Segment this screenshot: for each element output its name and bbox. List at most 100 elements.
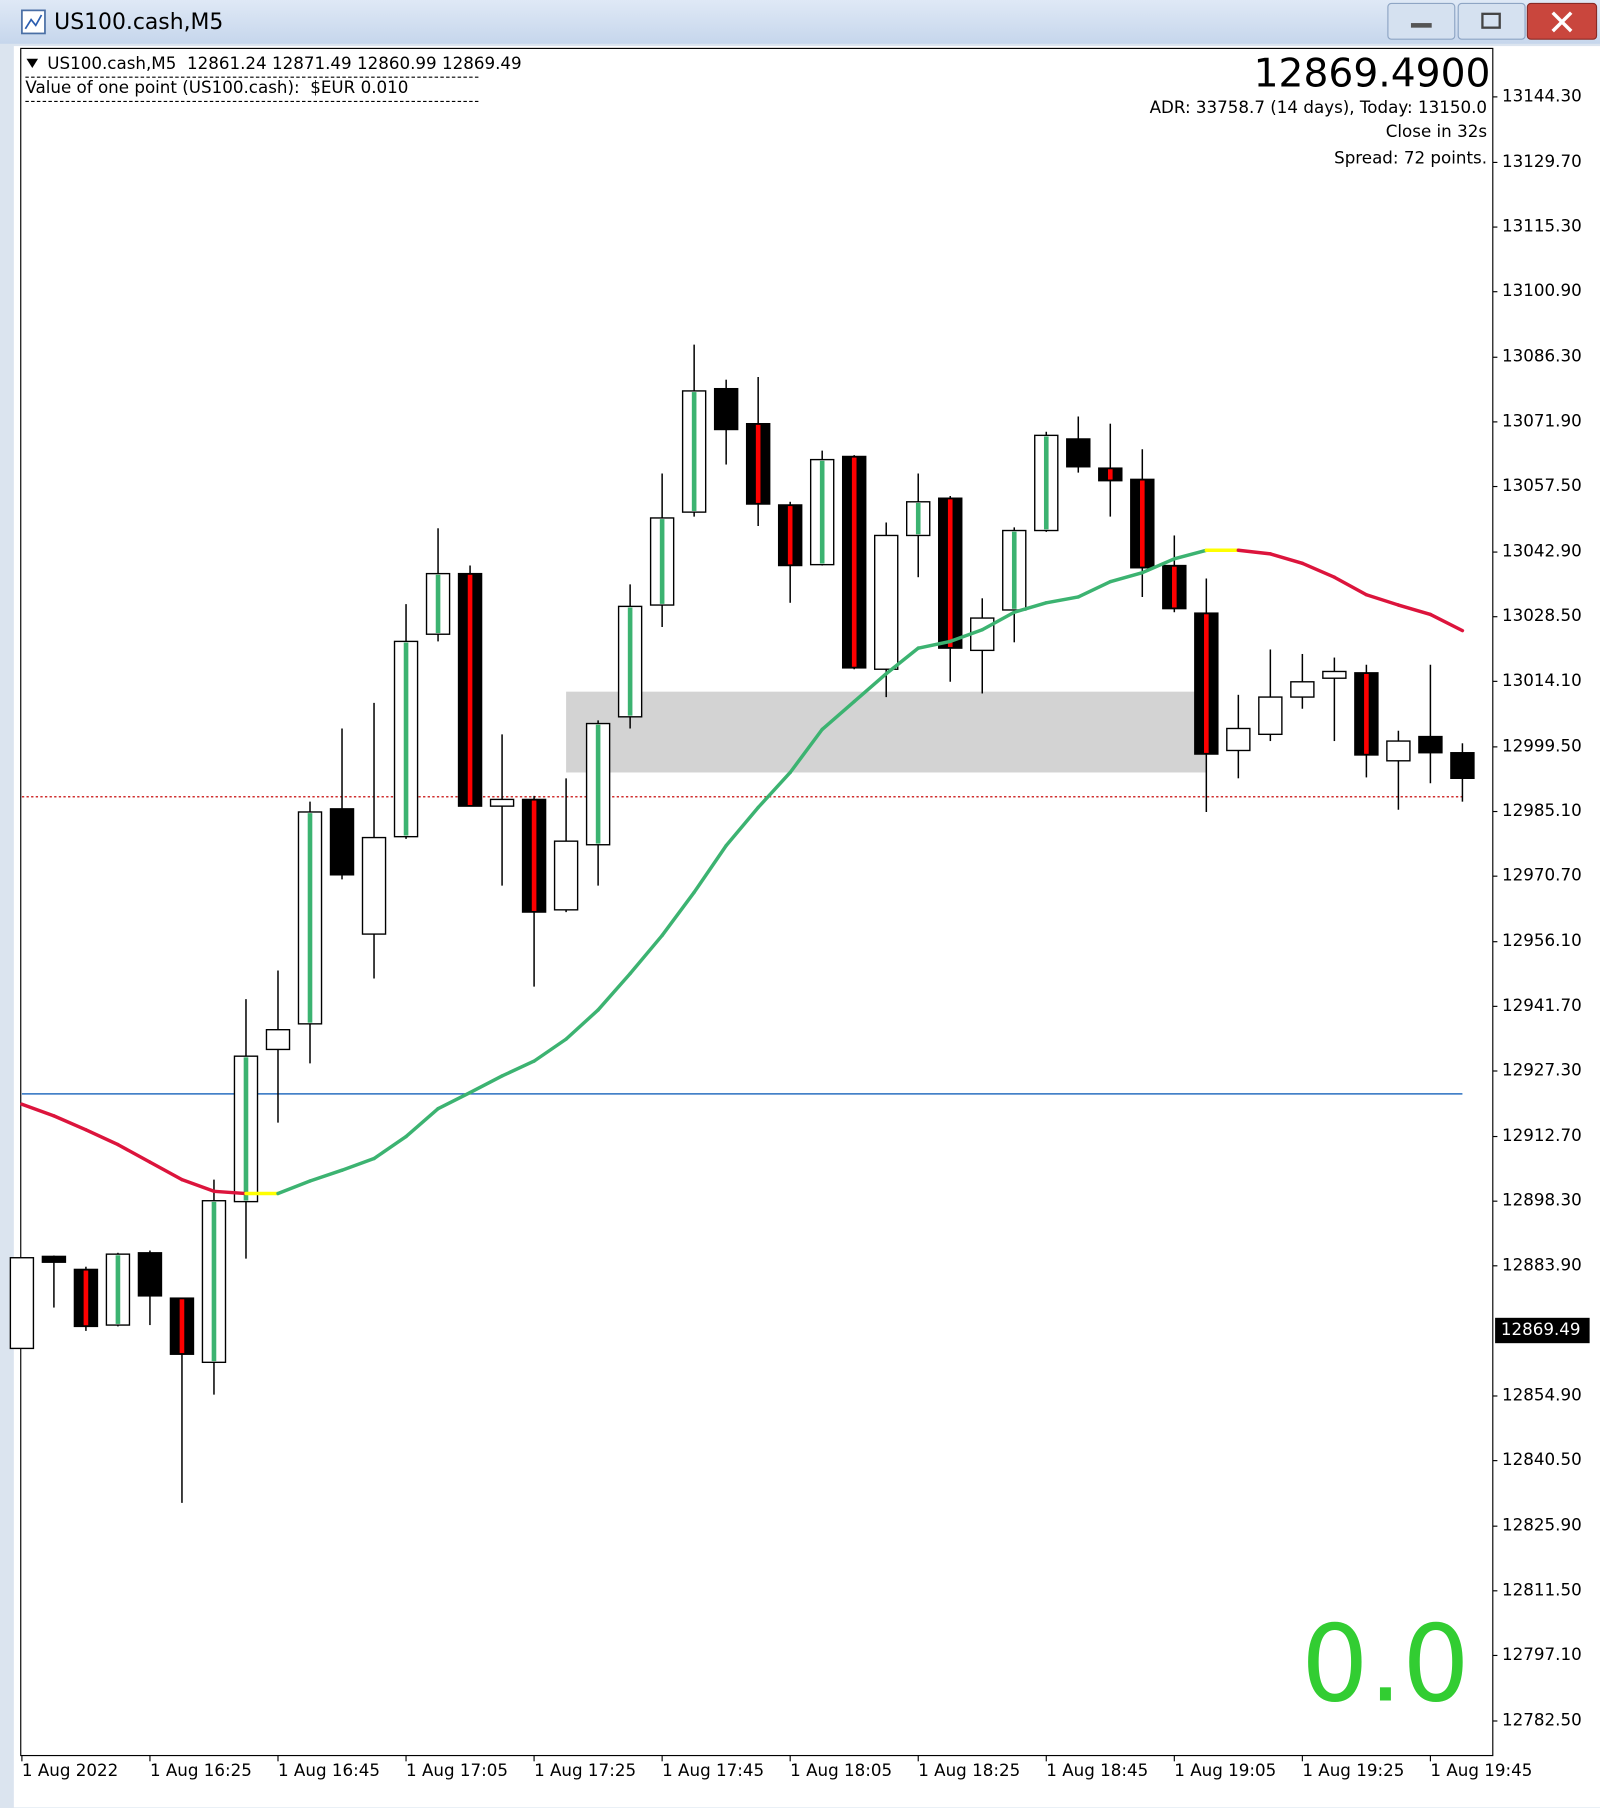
ma-segment	[724, 805, 760, 848]
candle-body	[713, 387, 739, 431]
candle-body	[873, 534, 899, 670]
ma-segment	[1364, 592, 1401, 607]
candle-stripe	[691, 392, 697, 511]
ma-segment	[1076, 579, 1113, 599]
adr: ADR: 33758.7 (14 days), Today: 13150.0	[1150, 97, 1487, 117]
y-tick-label: 13144.30	[1502, 85, 1582, 105]
ma-segment	[1044, 595, 1081, 605]
y-tick-label: 13100.90	[1502, 280, 1582, 300]
x-tick-label: 1 Aug 19:45	[1430, 1760, 1532, 1780]
ma-segment	[820, 699, 856, 732]
ma-segment	[148, 1160, 184, 1182]
candle-body	[1066, 438, 1091, 468]
candle-stripe	[595, 724, 601, 844]
title-bar	[0, 0, 1600, 44]
y-tick-label: 13028.50	[1502, 605, 1582, 625]
candle-body	[361, 836, 387, 935]
ma-segment	[436, 1090, 472, 1111]
ma-segment	[1236, 548, 1273, 556]
ma-segment	[1012, 601, 1049, 614]
x-tick-label: 1 Aug 16:45	[278, 1760, 380, 1780]
ma-segment	[52, 1114, 88, 1132]
x-tick-label: 1 Aug 18:45	[1046, 1760, 1148, 1780]
x-tick-label: 1 Aug 19:05	[1174, 1760, 1276, 1780]
y-tick-label: 12970.70	[1502, 865, 1582, 885]
maximize-button[interactable]	[1457, 2, 1526, 40]
x-tick-label: 1 Aug 18:05	[790, 1760, 892, 1780]
candle-stripe	[659, 519, 665, 604]
zone	[566, 691, 1207, 773]
ma-segment	[564, 1008, 600, 1041]
ma-segment	[404, 1106, 440, 1139]
y-tick-label: 12825.90	[1502, 1515, 1582, 1535]
minimize-button[interactable]	[1387, 2, 1456, 40]
ma-segment	[756, 770, 792, 810]
ma-segment	[212, 1189, 248, 1196]
y-tick-label: 13086.30	[1502, 346, 1582, 366]
candle-stripe	[1364, 673, 1369, 754]
candle-stripe	[307, 813, 313, 1023]
candle-body	[489, 798, 515, 807]
ma-segment	[308, 1168, 344, 1183]
y-tick-label: 12927.30	[1502, 1059, 1582, 1079]
candle-stripe	[787, 506, 793, 565]
y-tick-label: 12985.10	[1502, 800, 1582, 820]
ma-segment	[116, 1142, 152, 1164]
ma-segment	[1396, 603, 1433, 617]
y-tick-label: 13014.10	[1502, 670, 1582, 690]
candle-body	[1226, 727, 1251, 752]
y-tick-label: 12898.30	[1502, 1190, 1582, 1210]
ma-segment	[372, 1134, 408, 1161]
candle-stripe	[211, 1201, 217, 1362]
ma-segment	[180, 1177, 216, 1194]
ma-segment	[852, 671, 888, 704]
x-tick-label: 1 Aug 16:25	[150, 1760, 252, 1780]
plot	[9, 344, 1475, 1503]
x-tick-label: 1 Aug 19:25	[1302, 1760, 1404, 1780]
point-value: Value of one point (US100.cash): $EUR 0.…	[25, 77, 408, 97]
symbol-line: US100.cash,M5 12861.24 12871.49 12860.99…	[47, 53, 521, 73]
ma-segment	[1172, 548, 1209, 561]
counter: 0.0	[1301, 1604, 1470, 1727]
candle-body	[329, 808, 355, 876]
app-icon	[21, 9, 46, 35]
candle-stripe	[947, 499, 953, 647]
y-tick-label: 13042.90	[1502, 541, 1582, 561]
candle-stripe	[115, 1255, 121, 1324]
candle-stripe	[627, 607, 633, 716]
close-button[interactable]	[1526, 2, 1598, 40]
ma-segment	[596, 971, 632, 1012]
ma-segment	[660, 890, 696, 938]
window-title: US100.cash,M5	[54, 10, 223, 35]
candle-stripe	[819, 460, 825, 564]
current-price: 12869.4900	[1254, 52, 1491, 97]
dropdown-arrow	[26, 58, 39, 69]
candle-stripe	[1107, 469, 1113, 480]
y-tick-label: 12797.10	[1502, 1644, 1582, 1664]
price-marker-label: 12869.49	[1501, 1319, 1581, 1339]
ma-segment	[916, 639, 952, 650]
spread: Spread: 72 points.	[1334, 148, 1487, 168]
y-tick-label: 12811.50	[1502, 1579, 1582, 1599]
ma-segment	[788, 727, 824, 775]
ma-segment	[84, 1128, 120, 1147]
y-tick-label: 12883.90	[1502, 1254, 1582, 1274]
ma-segment	[468, 1074, 504, 1095]
candle-body	[1290, 681, 1315, 698]
ma-segment	[884, 646, 920, 676]
candle-stripe	[179, 1299, 185, 1354]
candle-stripe	[435, 574, 441, 634]
candle-stripe	[243, 1057, 249, 1201]
y-tick-label: 13115.30	[1502, 216, 1582, 236]
ma-segment	[20, 1102, 56, 1118]
y-tick-label: 12956.10	[1502, 930, 1582, 950]
x-tick-label: 1 Aug 18:25	[918, 1760, 1020, 1780]
ma-segment	[1332, 575, 1369, 597]
y-tick-label: 12854.90	[1502, 1384, 1582, 1404]
ma-segment	[340, 1156, 376, 1172]
ma-segment	[1140, 557, 1177, 575]
ma-segment	[628, 933, 664, 976]
x-tick-label: 1 Aug 17:25	[534, 1760, 636, 1780]
candle-stripe	[1172, 566, 1177, 608]
